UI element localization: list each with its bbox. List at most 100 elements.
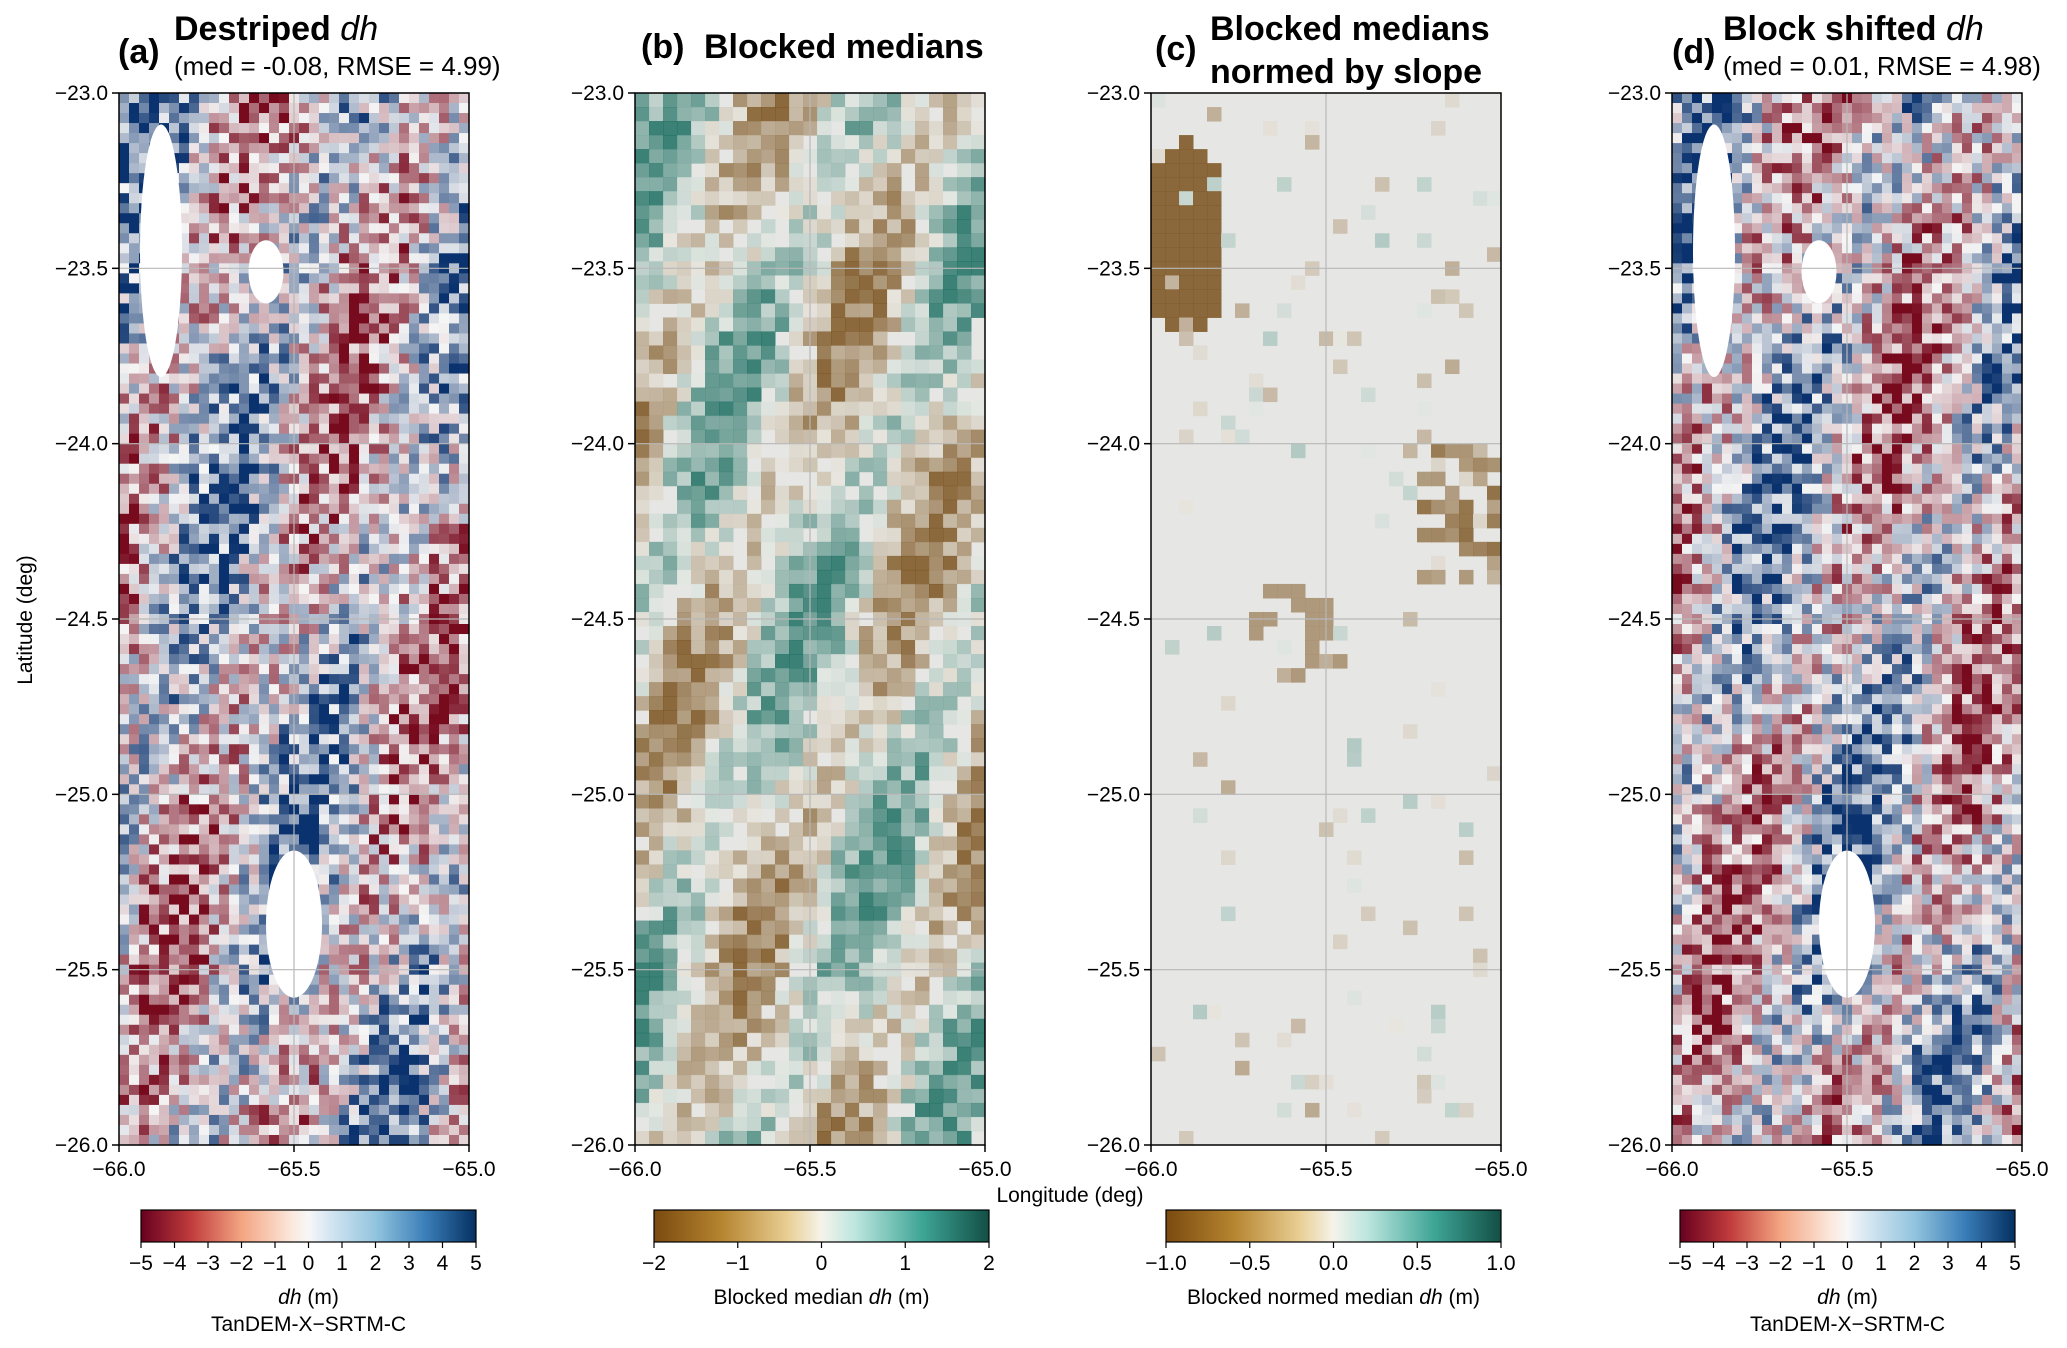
dh-cell: [329, 974, 340, 986]
dh-cell: [389, 924, 400, 936]
block-cell: [943, 415, 958, 431]
block-cell: [719, 850, 734, 865]
dh-cell: [239, 674, 250, 685]
block-cell: [649, 836, 664, 851]
block-cell: [929, 443, 944, 459]
dh-cell: [279, 684, 290, 695]
block-cell: [845, 177, 860, 192]
dh-cell: [269, 133, 280, 144]
dh-cell: [139, 343, 150, 355]
dh-cell: [149, 513, 160, 525]
dh-cell: [269, 624, 280, 635]
dh-cell: [439, 744, 450, 755]
dh-cell: [279, 423, 290, 435]
dh-cell: [239, 1124, 250, 1136]
dh-cell: [459, 173, 470, 184]
block-cell: [971, 794, 986, 809]
block-cell: [831, 457, 846, 473]
dh-cell: [459, 1084, 470, 1096]
dh-cell: [209, 1014, 220, 1026]
dh-cell: [279, 1114, 290, 1126]
block-cell: [705, 710, 720, 725]
dh-cell: [399, 373, 410, 385]
block-cell: [943, 331, 958, 346]
block-cell: [859, 822, 874, 837]
dh-cell: [259, 453, 270, 465]
dh-cell: [339, 593, 350, 605]
dh-cell: [359, 704, 370, 715]
block-cell: [761, 345, 776, 361]
dh-cell: [409, 874, 420, 886]
dh-cell: [279, 213, 290, 224]
dh-cell: [179, 583, 190, 595]
dh-cell: [139, 433, 150, 445]
block-cell: [831, 107, 846, 122]
dh-cell: [149, 393, 160, 405]
dh-cell: [339, 944, 350, 956]
dh-cell: [169, 423, 180, 435]
block-cell: [929, 121, 944, 136]
dh-cell: [209, 624, 220, 635]
dh-cell: [369, 854, 380, 866]
block-cell: [915, 738, 930, 753]
dh-cell: [249, 363, 260, 375]
dh-cell: [129, 1074, 140, 1086]
dh-cell: [319, 864, 330, 876]
dh-cell: [119, 1034, 130, 1046]
dh-cell: [439, 553, 450, 565]
dh-cell: [229, 243, 240, 254]
dh-cell: [379, 874, 390, 886]
dh-cell: [209, 924, 220, 936]
dh-cell: [179, 674, 190, 685]
dh-cell: [359, 203, 370, 214]
dh-cell: [349, 1074, 360, 1086]
dh-cell: [149, 593, 160, 605]
dh-cell: [229, 764, 240, 775]
dh-cell: [349, 443, 360, 455]
dh-cell: [179, 1044, 190, 1056]
dh-cell: [429, 984, 440, 996]
dh-cell: [299, 1014, 310, 1026]
dh-cell: [189, 333, 200, 345]
dh-cell: [299, 313, 310, 325]
block-cell: [775, 513, 790, 529]
dh-cell: [339, 854, 350, 866]
dh-cell: [299, 553, 310, 565]
dh-cell: [359, 1044, 370, 1056]
dh-cell: [259, 774, 270, 785]
dh-cell: [329, 1094, 340, 1106]
dh-cell: [209, 333, 220, 345]
block-cell: [747, 513, 762, 529]
block-cell: [915, 163, 930, 178]
dh-cell: [229, 333, 240, 345]
dh-cell: [459, 764, 470, 775]
dh-cell: [169, 1114, 180, 1126]
dh-cell: [239, 593, 250, 605]
block-cell: [691, 317, 706, 332]
dh-cell: [229, 804, 240, 815]
dh-cell: [449, 363, 460, 375]
dh-cell: [339, 1094, 350, 1106]
dh-cell: [439, 804, 450, 815]
block-cell: [957, 583, 972, 599]
dh-cell: [449, 553, 460, 565]
dh-cell: [399, 984, 410, 996]
dh-cell: [239, 543, 250, 555]
dh-cell: [249, 453, 260, 465]
block-cell: [677, 401, 692, 417]
dh-cell: [399, 243, 410, 254]
dh-cell: [229, 704, 240, 715]
dh-cell: [329, 273, 340, 284]
dh-cell: [129, 293, 140, 304]
block-cell: [859, 780, 874, 795]
block-cell: [677, 457, 692, 473]
dh-cell: [249, 944, 260, 956]
dh-cell: [459, 864, 470, 876]
dh-cell: [359, 794, 370, 805]
dh-cell: [239, 473, 250, 485]
block-cell: [663, 766, 678, 781]
dh-cell: [419, 413, 430, 425]
block-cell: [747, 527, 762, 543]
dh-cell: [129, 624, 140, 635]
dh-cell: [119, 634, 130, 645]
